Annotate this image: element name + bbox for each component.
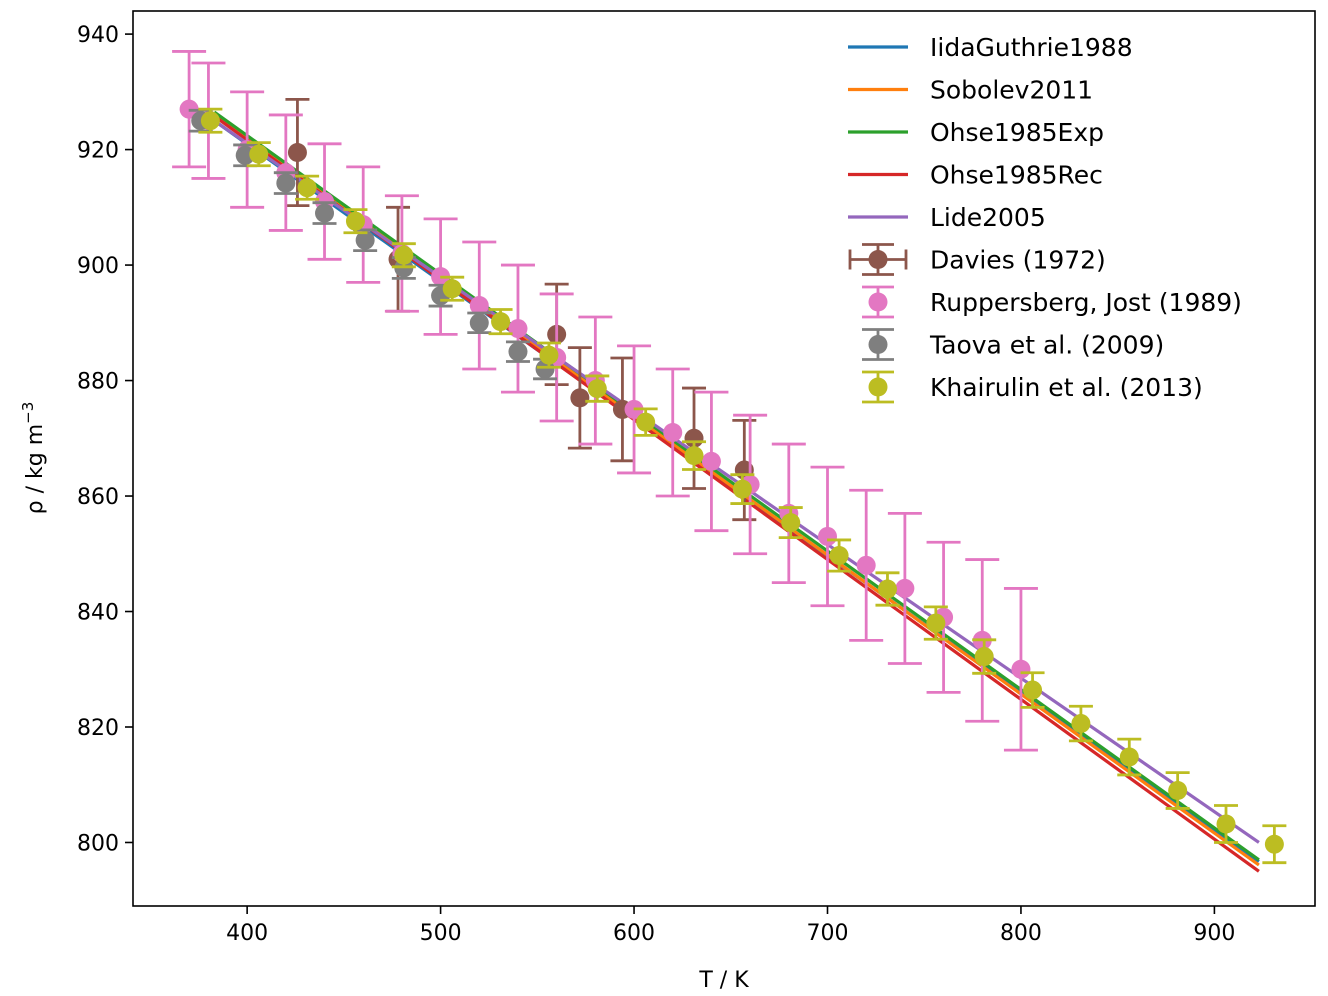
data-point [315,203,335,223]
y-tick-label: 820 [77,716,119,741]
data-point [732,479,752,499]
y-axis-label: ρ / kg m−3 [19,402,48,515]
data-point [508,319,528,339]
data-point [877,579,897,599]
data-point [469,313,489,333]
data-point [1264,834,1284,854]
y-axis-label-superscript: −3 [19,402,37,424]
legend-item-khairulin-et-al-2013: Khairulin et al. (2013) [862,370,1203,404]
data-point [817,526,837,546]
data-point [469,295,489,315]
data-point [355,230,375,250]
legend-label: Khairulin et al. (2013) [930,373,1203,402]
legend-item-ohse1985rec: Ohse1985Rec [848,161,1103,190]
y-tick-label: 800 [77,831,119,856]
x-tick-label: 700 [806,921,848,946]
data-point [1168,781,1188,801]
data-point [442,279,462,299]
data-point [1119,747,1139,767]
data-point [491,312,511,332]
data-point [1071,714,1091,734]
data-point [297,178,317,198]
data-point [829,546,849,566]
legend-marker-swatch [868,377,888,397]
data-point [701,451,721,471]
data-point [345,211,365,231]
data-point [1023,680,1043,700]
legend-marker-swatch [868,250,888,269]
data-point [974,647,994,667]
data-point [684,446,704,466]
y-tick-label: 940 [77,23,119,48]
x-tick-label: 900 [1193,921,1235,946]
data-markers-layer [172,50,1287,865]
y-tick-label: 920 [77,139,119,164]
data-point [394,245,414,265]
series-khairulin-et-al-2013 [198,107,1287,865]
x-axis-ticks: 400 500 600 700 800 900 [226,906,1235,946]
data-point [249,144,269,164]
legend-label: Taova et al. (2009) [929,331,1164,360]
data-point [895,578,915,598]
data-point [636,412,656,432]
legend-item-ohse1985exp: Ohse1985Exp [848,118,1104,147]
y-tick-label: 840 [77,601,119,626]
y-axis-ticks: 800 820 840 860 880 900 920 940 [77,23,133,856]
data-point [1011,659,1031,679]
legend-label: Davies (1972) [930,246,1106,275]
x-tick-label: 800 [1000,921,1042,946]
x-tick-label: 600 [613,921,655,946]
y-tick-label: 860 [77,485,119,510]
legend-item-sobolev2011: Sobolev2011 [848,76,1093,105]
data-point [856,555,876,575]
data-point [926,613,946,633]
data-point [276,173,296,193]
legend-marker-swatch [868,335,888,354]
legend: IidaGuthrie1988 Sobolev2011 Ohse1985Exp Ohs… [848,33,1242,404]
legend-item-ruppersberg-jost-1989: Ruppersberg, Jost (1989) [862,285,1242,319]
data-point [508,342,528,362]
legend-label: Ruppersberg, Jost (1989) [930,288,1242,317]
y-tick-label: 880 [77,370,119,395]
y-axis-label-main: ρ / kg m [23,424,48,515]
data-point [587,379,607,399]
plot-area [172,50,1287,873]
data-point [1216,814,1236,834]
legend-item-lide2005: Lide2005 [848,203,1046,232]
y-tick-label: 900 [77,254,119,279]
legend-item-iidaguthrie1988: IidaGuthrie1988 [848,33,1133,62]
data-point [539,345,559,365]
legend-item-davies-1972: Davies (1972) [848,243,1106,276]
legend-marker-swatch [868,292,888,312]
data-point [570,388,590,408]
legend-item-taova-et-al-2009: Taova et al. (2009) [862,328,1164,361]
series-ruppersberg-jost-1989 [172,50,1038,752]
data-point [663,423,683,443]
legend-label: Lide2005 [930,203,1046,232]
x-tick-label: 400 [226,921,268,946]
legend-label: Sobolev2011 [930,76,1093,105]
x-axis-label: T / K [698,968,749,993]
axes-frame [132,10,1316,907]
legend-label: Ohse1985Rec [930,161,1103,190]
data-point [781,513,801,533]
legend-label: IidaGuthrie1988 [930,33,1133,62]
data-point [287,142,307,162]
data-point [200,111,220,131]
x-tick-label: 500 [420,921,462,946]
legend-label: Ohse1985Exp [930,118,1104,147]
